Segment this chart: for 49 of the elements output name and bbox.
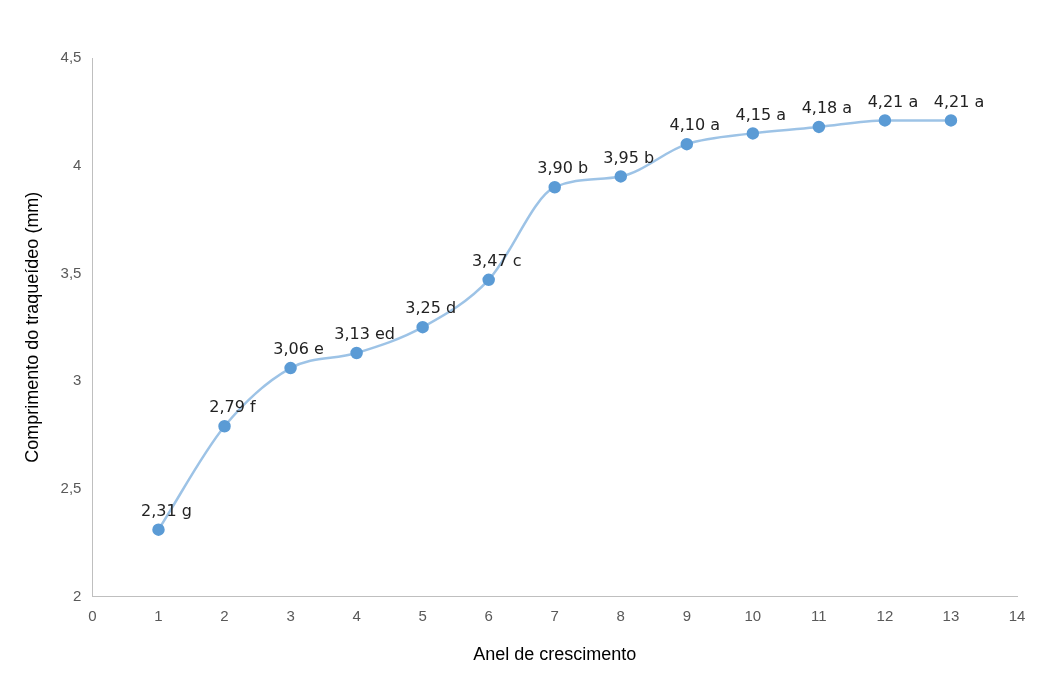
y-tick-label: 4,5 [60,48,82,66]
point [878,114,892,127]
y-tick-label: 2 [73,586,82,604]
point [548,180,561,194]
data-label: 3,06 e [273,339,324,359]
data-label: 4,10 a [669,115,721,135]
x-tick-label: 5 [418,606,427,624]
point [284,361,297,375]
data-label: 2,31 g [141,500,192,520]
point [218,420,231,433]
x-tick-label: 13 [942,606,960,624]
y-tick-label: 3,5 [60,263,82,281]
y-tick-label: 2,5 [60,478,82,496]
x-tick-label: 8 [616,606,625,624]
x-tick-label: 6 [484,606,493,624]
x-tick-label: 9 [682,606,691,624]
x-tick-label: 0 [88,606,97,624]
data-label: 3,13 ed [334,324,395,344]
point [416,320,429,334]
data-label: 4,18 a [801,98,853,118]
point [152,523,165,536]
data-label: 2,79 f [209,397,257,417]
data-label: 3,95 b [603,147,655,167]
data-label: 4,21 a [867,91,919,111]
x-tick-label: 7 [550,606,559,624]
point [350,346,363,360]
x-tick-label: 14 [1008,606,1026,624]
x-tick-label: 10 [744,606,762,624]
y-tick-label: 3 [73,371,82,389]
data-label: 4,21 a [933,91,985,111]
data-label: 3,90 b [537,158,589,178]
x-axis-title: Anel de crescimento [473,644,637,665]
point [944,114,958,127]
data-label: 3,25 d [405,298,457,318]
point [812,120,826,134]
y-tick-label: 4 [73,155,82,173]
x-tick-label: 1 [154,606,163,624]
x-tick-label: 3 [286,606,295,624]
x-tick-label: 11 [811,606,827,624]
point [746,127,760,140]
point [680,137,694,151]
data-label: 3,47 c [471,250,522,270]
point [482,273,495,287]
x-tick-label: 12 [876,606,894,624]
y-axis-title: Comprimento do traqueídeo (mm) [21,191,42,463]
x-tick-label: 4 [352,606,361,624]
data-label: 4,15 a [735,104,787,124]
x-tick-label: 2 [220,606,229,624]
point [614,170,628,183]
